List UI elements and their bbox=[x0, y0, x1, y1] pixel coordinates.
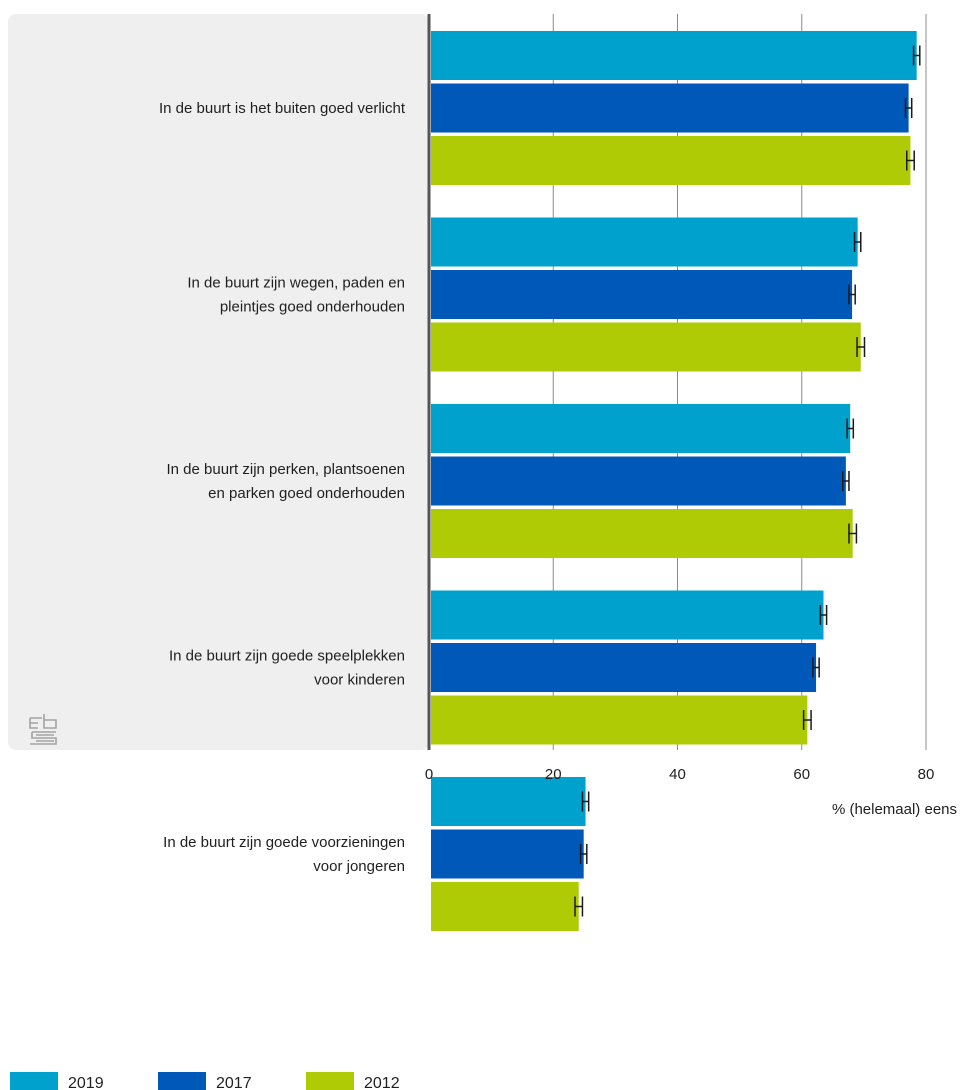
error-bar bbox=[574, 896, 584, 917]
bar-2017 bbox=[431, 456, 846, 506]
bar-2012 bbox=[431, 322, 861, 372]
error-bar bbox=[912, 45, 921, 66]
x-tick-label: 40 bbox=[669, 766, 686, 783]
bar-2017 bbox=[431, 643, 817, 692]
legend-item-2019: 2019 bbox=[10, 1072, 104, 1090]
error-bar bbox=[579, 844, 588, 864]
legend-item-2017: 2017 bbox=[158, 1072, 252, 1090]
bar-2019 bbox=[431, 404, 851, 453]
bar-2017 bbox=[431, 829, 584, 879]
error-bar bbox=[812, 657, 820, 678]
error-bar bbox=[856, 337, 866, 357]
x-tick-labels: 0 20 40 60 80 bbox=[425, 766, 935, 783]
error-bar bbox=[848, 284, 856, 305]
bar-2019 bbox=[431, 31, 917, 80]
category-label: pleintjes goed onderhouden bbox=[220, 299, 405, 316]
bar-2019 bbox=[431, 217, 858, 267]
bar-2019 bbox=[431, 777, 586, 826]
x-axis-title: % (helemaal) eens bbox=[832, 801, 957, 818]
category-label: In de buurt zijn perken, plantsoenen bbox=[167, 461, 406, 478]
x-tick-label: 20 bbox=[545, 766, 562, 783]
legend-label: 2017 bbox=[216, 1075, 252, 1090]
bar-2012 bbox=[431, 509, 853, 558]
error-bar bbox=[904, 98, 913, 118]
category-label: In de buurt is het buiten goed verlicht bbox=[159, 100, 406, 117]
category-label: voor jongeren bbox=[313, 858, 405, 875]
category-label: In de buurt zijn goede voorzieningen bbox=[163, 834, 405, 851]
error-bar bbox=[853, 232, 862, 252]
x-tick-label: 80 bbox=[918, 766, 935, 783]
category-label: In de buurt zijn goede speelplekken bbox=[169, 648, 405, 665]
error-bar bbox=[905, 150, 915, 171]
bar-2012 bbox=[431, 695, 808, 745]
category-labels: In de buurt is het buiten goed verlicht I… bbox=[159, 100, 406, 875]
category-label: en parken goed onderhouden bbox=[208, 485, 405, 502]
error-bar bbox=[581, 791, 590, 812]
bar-series bbox=[431, 31, 917, 931]
legend-label: 2019 bbox=[68, 1075, 104, 1090]
bar-2017 bbox=[431, 270, 853, 319]
error-bar bbox=[842, 471, 850, 491]
category-label-panel bbox=[8, 14, 429, 750]
category-label: voor kinderen bbox=[314, 672, 405, 689]
legend-swatch bbox=[306, 1072, 354, 1090]
cbs-logo-icon bbox=[29, 714, 57, 745]
error-bar bbox=[819, 605, 828, 625]
x-tick-label: 0 bbox=[425, 766, 433, 783]
legend-swatch bbox=[158, 1072, 206, 1090]
error-bar bbox=[846, 418, 855, 439]
bar-2019 bbox=[431, 590, 824, 640]
error-bar bbox=[848, 523, 858, 544]
legend-swatch bbox=[10, 1072, 58, 1090]
legend-item-2012: 2012 bbox=[306, 1072, 400, 1090]
bar-2012 bbox=[431, 882, 579, 931]
bar-2012 bbox=[431, 136, 911, 185]
legend-label: 2012 bbox=[364, 1075, 400, 1090]
error-bars bbox=[574, 45, 921, 917]
legend: 2019 2017 2012 bbox=[10, 1072, 400, 1090]
x-tick-label: 60 bbox=[793, 766, 810, 783]
error-bar bbox=[802, 710, 812, 730]
bar-2017 bbox=[431, 83, 909, 133]
category-label: In de buurt zijn wegen, paden en bbox=[187, 275, 405, 292]
